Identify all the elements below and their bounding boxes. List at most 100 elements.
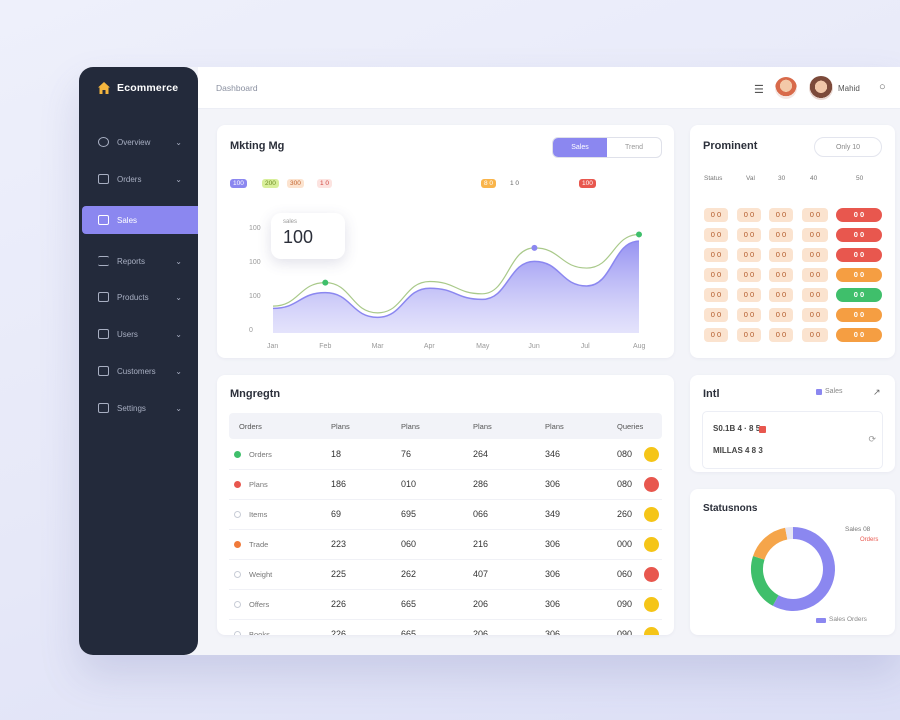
data-point[interactable]	[636, 231, 642, 238]
intl-summary: S0.1B 4 · 8 5 MILLAS 4 8 3 ⟳	[702, 411, 883, 469]
data-point[interactable]	[322, 279, 329, 286]
table-cell: 264	[473, 449, 489, 459]
avatar[interactable]	[775, 77, 797, 99]
table-row[interactable]: Weight 225 262 407 306 060	[229, 560, 662, 590]
legend-item: 1 0	[317, 179, 333, 188]
table-cell: 216	[473, 539, 489, 549]
table-cell: 69	[331, 509, 342, 519]
row-label: Items	[249, 510, 268, 519]
donut-slice[interactable]	[751, 556, 779, 606]
column-header[interactable]: Plans	[331, 422, 350, 431]
status-dot	[234, 451, 241, 458]
status-badge: 0 0	[836, 308, 882, 322]
chevron-down-icon: ⌄	[175, 137, 182, 147]
legend-item: 100	[230, 179, 247, 188]
tab-trend[interactable]: Trend	[624, 144, 644, 151]
chevron-down-icon: ⌄	[175, 174, 182, 184]
customers-icon	[98, 366, 109, 376]
card-title: Statusnons	[703, 503, 758, 514]
column-header[interactable]: Plans	[473, 422, 492, 431]
expand-icon[interactable]: ↗	[873, 387, 881, 397]
sidebar-item-orders[interactable]: Orders ⌄	[79, 165, 198, 193]
tooltip-value: 100	[283, 227, 314, 247]
x-tick-label: Jun	[528, 343, 539, 350]
table-cell: 0 0	[802, 288, 828, 302]
table-row[interactable]: Items 69 695 066 349 260	[229, 500, 662, 530]
power-icon[interactable]: ○	[879, 81, 886, 93]
sidebar-item-label: Orders	[117, 174, 142, 184]
table-cell: 0 0	[737, 328, 761, 342]
user-name[interactable]: Mahid	[838, 84, 860, 93]
table-cell: 286	[473, 479, 489, 489]
intl-card: Intl Sales ↗ S0.1B 4 · 8 5 MILLAS 4 8 3 …	[690, 375, 895, 472]
table-row[interactable]: Offers 226 665 206 306 090	[229, 590, 662, 620]
table-cell: 349	[545, 509, 561, 519]
table-cell: 0 0	[704, 248, 728, 262]
sidebar-item-overview[interactable]: Overview ⌄	[79, 128, 198, 156]
chevron-down-icon: ⌄	[175, 403, 182, 413]
table-header: Orders Plans Plans Plans Plans Queries	[229, 413, 662, 439]
table-cell: 0 0	[802, 208, 828, 222]
table-cell: 0 0	[737, 248, 761, 262]
table-cell: 226	[331, 629, 347, 635]
legend-swatch	[816, 618, 826, 623]
table-cell: 0 0	[802, 308, 828, 322]
series-line	[272, 233, 640, 314]
chart-toggle[interactable]: Sales Trend	[552, 137, 662, 158]
column-header[interactable]: Queries	[617, 422, 644, 431]
table-cell: 000	[617, 539, 633, 549]
donut-chart	[751, 527, 835, 611]
table-cell: 0 0	[704, 328, 728, 342]
breadcrumb[interactable]: Dashboard	[216, 83, 258, 93]
column-header[interactable]: Plans	[401, 422, 420, 431]
table-row[interactable]: Plans 186 010 286 306 080	[229, 470, 662, 500]
products-icon	[98, 292, 109, 302]
row-label: Offers	[249, 600, 270, 609]
donut-slice[interactable]	[785, 527, 794, 540]
card-title: Prominent	[703, 140, 758, 152]
sidebar-item-sales[interactable]: Sales	[82, 206, 198, 234]
column-header[interactable]: Orders	[239, 422, 262, 431]
table-row[interactable]: Orders 18 76 264 346 080	[229, 440, 662, 470]
tab-sales[interactable]: Sales	[553, 138, 607, 157]
sidebar-item-label: Products	[117, 292, 149, 302]
summary-row: MILLAS 4 8 3	[713, 446, 763, 455]
column-header: Val	[746, 175, 755, 182]
sidebar-item-users[interactable]: Users ⌄	[79, 320, 198, 348]
column-header[interactable]: Plans	[545, 422, 564, 431]
table-cell: 0 0	[737, 268, 761, 282]
donut-slice[interactable]	[753, 527, 788, 561]
chevron-down-icon: ⌄	[175, 366, 182, 376]
table-cell: 260	[617, 509, 633, 519]
sidebar-item-customers[interactable]: Customers ⌄	[79, 357, 198, 385]
table-cell: 306	[545, 629, 561, 635]
table-cell: 0 0	[769, 268, 793, 282]
brand[interactable]: Ecommerce	[97, 81, 178, 95]
sidebar-item-products[interactable]: Products ⌄	[79, 283, 198, 311]
table-cell: 060	[401, 539, 417, 549]
data-point[interactable]	[531, 244, 538, 251]
donut-slice[interactable]	[772, 527, 835, 611]
y-tick-label: 0	[249, 327, 253, 334]
reports-icon	[98, 256, 109, 266]
legend-swatch	[816, 389, 822, 395]
table-cell: 0 0	[769, 208, 793, 222]
table-cell: 407	[473, 569, 489, 579]
orders-table-card: Mngregtn Orders Plans Plans Plans Plans …	[217, 375, 674, 635]
sidebar-item-settings[interactable]: Settings ⌄	[79, 394, 198, 422]
chevron-down-icon: ⌄	[175, 292, 182, 302]
filter-dropdown[interactable]: Only 10	[814, 137, 882, 157]
table-row[interactable]: Trade 223 060 216 306 000	[229, 530, 662, 560]
chevron-down-icon: ⌄	[175, 256, 182, 266]
menu-icon[interactable]: ☰	[754, 84, 764, 96]
status-dot	[234, 511, 241, 518]
sidebar-item-reports[interactable]: Reports ⌄	[79, 247, 198, 275]
refresh-icon[interactable]: ⟳	[868, 434, 876, 444]
prominent-card: Prominent Only 10 Status Val 30 40 50 0 …	[690, 125, 895, 358]
table-cell: 306	[545, 479, 561, 489]
user-avatar[interactable]	[809, 76, 833, 100]
table-cell: 0 0	[769, 228, 793, 242]
table-cell: 223	[331, 539, 347, 549]
table-row[interactable]: Books 226 665 206 306 090	[229, 620, 662, 635]
status-badge	[644, 477, 659, 492]
